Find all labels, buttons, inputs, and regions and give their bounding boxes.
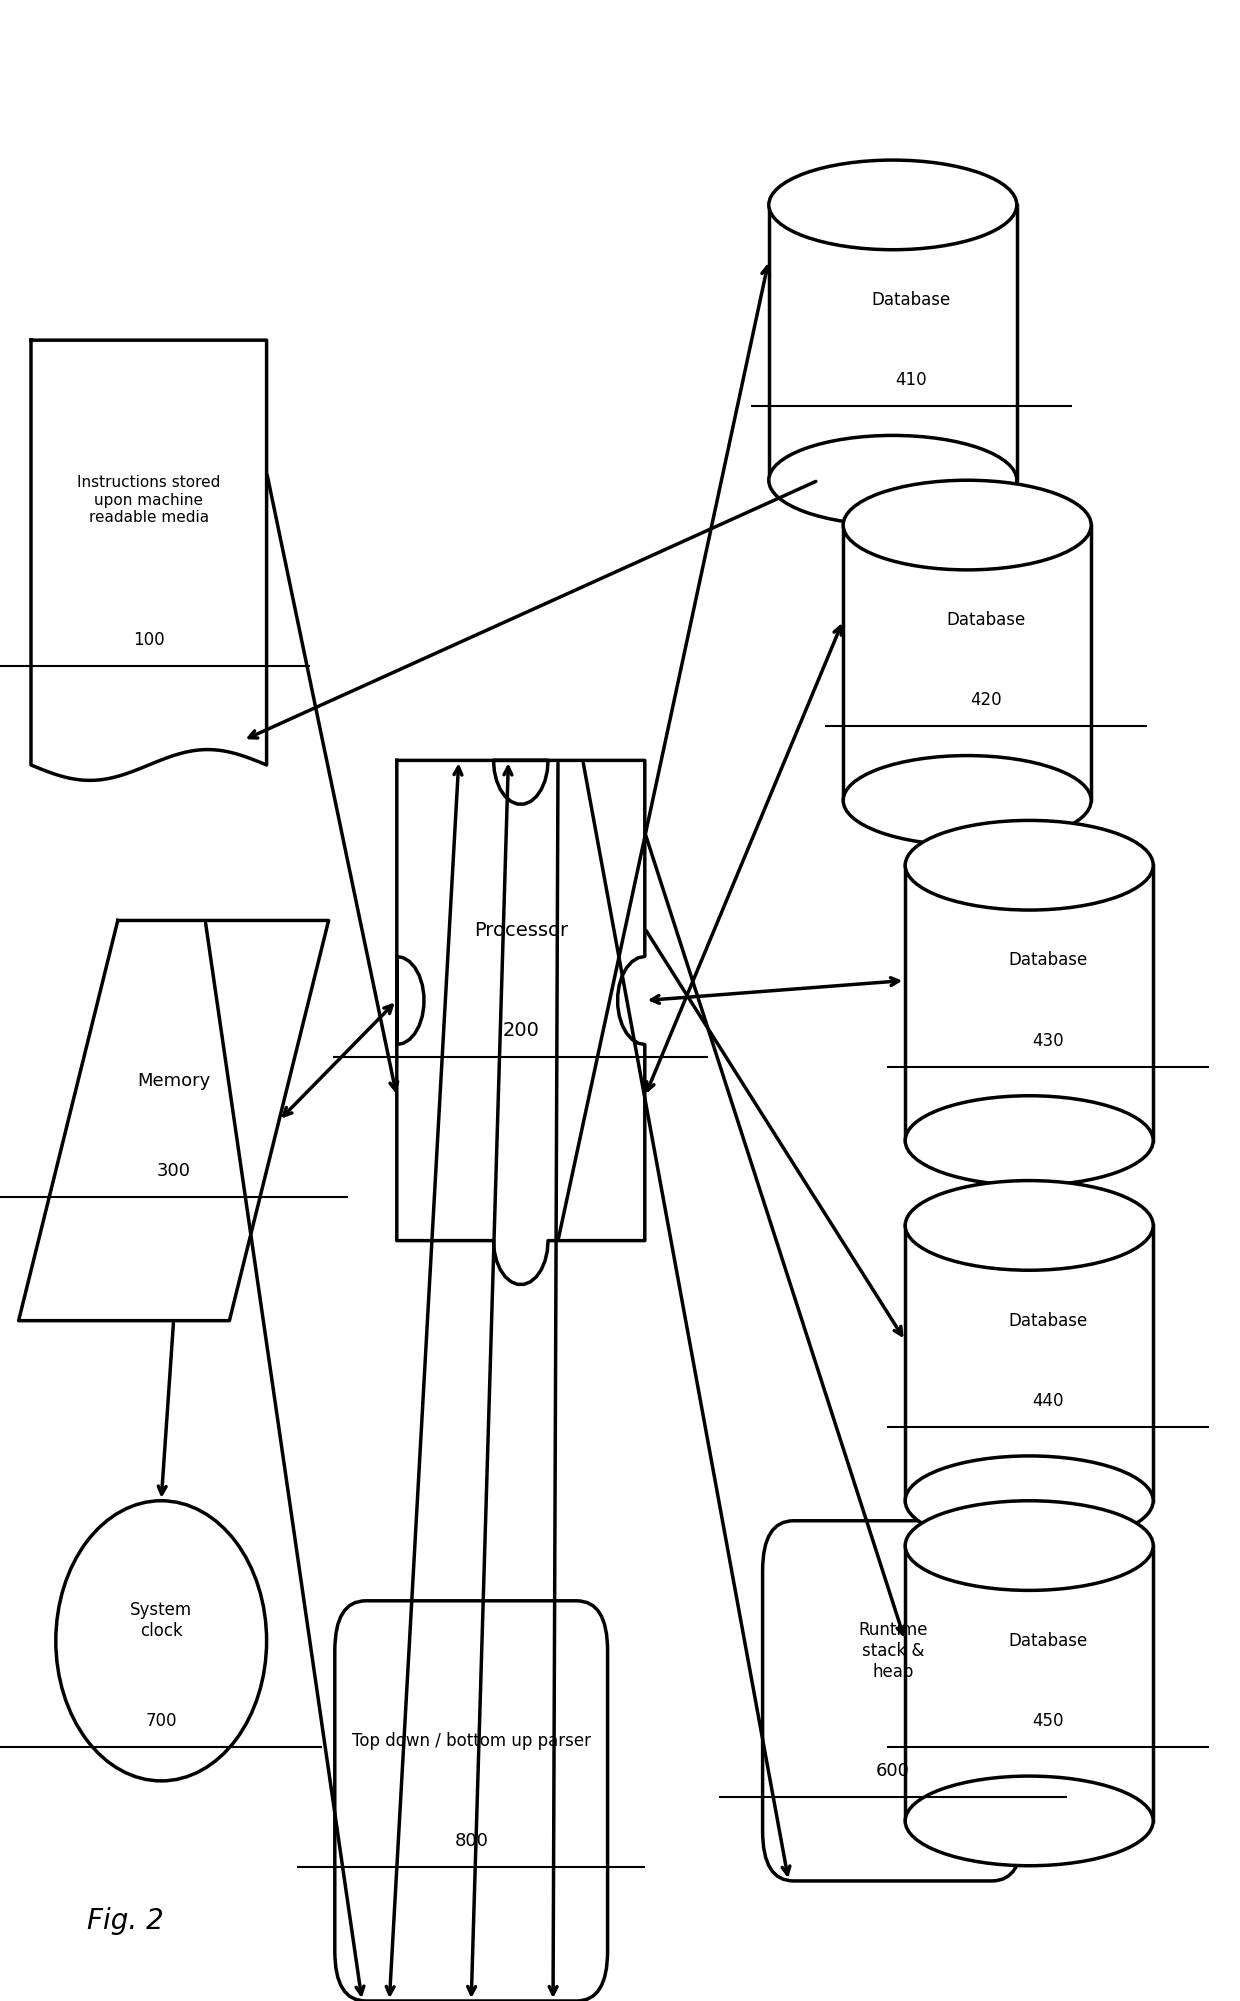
Text: Database: Database [872, 292, 951, 308]
Bar [905, 864, 1153, 1141]
Ellipse shape [769, 436, 1017, 524]
Text: 410: 410 [895, 372, 928, 388]
Bar [843, 524, 1091, 800]
Ellipse shape [843, 756, 1091, 844]
Text: 600: 600 [875, 1763, 910, 1779]
Ellipse shape [843, 480, 1091, 570]
Text: 700: 700 [145, 1713, 177, 1729]
Polygon shape [19, 920, 329, 1321]
Ellipse shape [56, 1501, 267, 1781]
Text: Database: Database [1008, 1633, 1087, 1649]
Text: Fig. 2: Fig. 2 [87, 1907, 164, 1935]
Text: 800: 800 [454, 1833, 489, 1849]
Polygon shape [31, 340, 267, 780]
Text: Database: Database [1008, 952, 1087, 968]
Ellipse shape [905, 1097, 1153, 1185]
Text: 100: 100 [133, 632, 165, 648]
Text: Instructions stored
upon machine
readable media: Instructions stored upon machine readabl… [77, 476, 221, 524]
Bar [905, 1545, 1153, 1821]
Ellipse shape [905, 1181, 1153, 1271]
Text: 200: 200 [502, 1021, 539, 1041]
Text: Database: Database [1008, 1313, 1087, 1329]
Text: Top down / bottom up parser: Top down / bottom up parser [352, 1733, 590, 1749]
Ellipse shape [905, 1777, 1153, 1865]
Text: 430: 430 [1032, 1033, 1064, 1049]
Text: 440: 440 [1032, 1393, 1064, 1409]
Ellipse shape [905, 820, 1153, 910]
Text: System
clock: System clock [130, 1601, 192, 1641]
Polygon shape [397, 760, 645, 1285]
Ellipse shape [905, 1457, 1153, 1545]
Ellipse shape [769, 160, 1017, 250]
Text: Processor: Processor [474, 920, 568, 940]
Text: Database: Database [946, 612, 1025, 628]
Text: 450: 450 [1032, 1713, 1064, 1729]
Ellipse shape [905, 1501, 1153, 1591]
Bar [769, 204, 1017, 480]
Text: 300: 300 [156, 1163, 191, 1179]
Text: Runtime
stack &
heap: Runtime stack & heap [858, 1621, 928, 1681]
Bar [905, 1225, 1153, 1501]
Text: Memory: Memory [136, 1073, 211, 1089]
FancyBboxPatch shape [335, 1601, 608, 2001]
Text: 420: 420 [970, 692, 1002, 708]
FancyBboxPatch shape [763, 1521, 1023, 1881]
